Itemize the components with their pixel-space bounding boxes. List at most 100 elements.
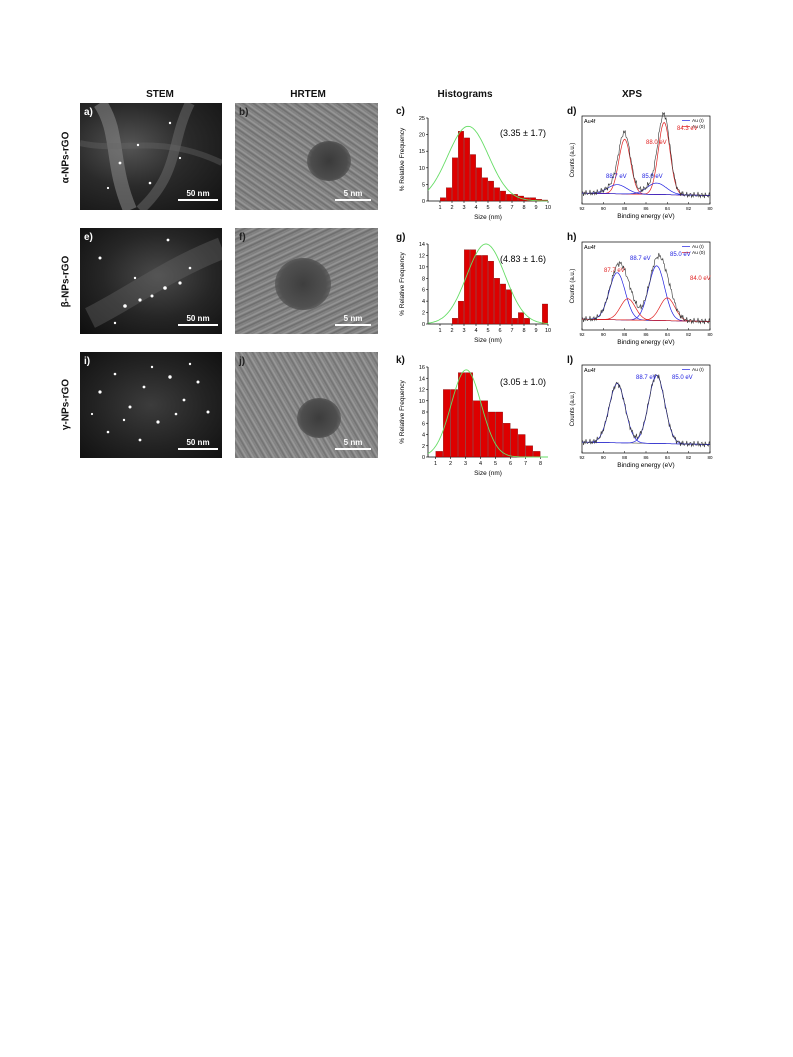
x-tick-label: 2 [450, 328, 453, 334]
y-axis-label: % Relative Frequency [399, 251, 406, 315]
spectrum-title: Au4f [584, 119, 596, 125]
y-tick-label: 16 [419, 365, 425, 371]
stem-image-e: e) 50 nm [80, 228, 222, 334]
histogram-bar [503, 423, 511, 458]
x-tick-label: 90 [601, 332, 607, 337]
y-tick-label: 0 [422, 322, 425, 328]
y-tick-label: 25 [419, 116, 425, 122]
x-tick-label: 2 [449, 461, 452, 467]
x-tick-label: 84 [665, 206, 671, 211]
peak-annotation: 84.0 eV [690, 276, 711, 282]
histogram-bar [446, 187, 452, 202]
x-tick-label: 8 [539, 461, 542, 467]
x-tick-label: 2 [450, 205, 453, 211]
histogram-bar [458, 372, 466, 458]
histogram-bar [452, 157, 458, 202]
x-tick-label: 5 [494, 461, 497, 467]
histogram-bar [464, 137, 470, 202]
x-tick-label: 3 [464, 461, 467, 467]
histogram-bar [473, 400, 481, 458]
histogram-c: 0 5 10 15 20 25 1 2 3 4 5 6 7 8 9 10 Size (nm) % Relative… [399, 116, 551, 221]
scale-label: 5 nm [343, 314, 363, 323]
y-tick-label: 12 [419, 253, 425, 259]
y-tick-label: 14 [419, 242, 425, 248]
x-tick-label: 4 [474, 328, 477, 334]
histogram-bar [450, 389, 458, 458]
histogram-bar [476, 167, 482, 202]
histogram-bar [480, 400, 488, 458]
histogram-bar [512, 194, 518, 202]
x-tick-label: 8 [522, 328, 525, 334]
mean-size-annotation: (4.83 ± 1.6) [500, 254, 546, 264]
x-tick-label: 92 [579, 332, 585, 337]
peak-annotation: 84.3 eV [677, 126, 698, 132]
histogram-bar [510, 428, 518, 458]
y-axis-label: % Relative Frequency [399, 127, 406, 191]
x-tick-label: 5 [486, 205, 489, 211]
hrtem-image-f: f) 5 nm [235, 228, 378, 334]
x-tick-label: 80 [707, 206, 713, 211]
y-axis-label: Counts (a.u.) [570, 143, 576, 178]
row-label-beta: β-NPs-rGO [60, 255, 72, 308]
histogram-bar [495, 411, 503, 458]
y-tick-label: 2 [422, 444, 425, 450]
panel-letter-h: h) [567, 232, 577, 243]
histogram-bar [525, 445, 533, 458]
row-label-alpha: α-NPs-rGO [60, 131, 72, 184]
y-tick-label: 10 [419, 265, 425, 271]
stem-image-a: a) 50 nm [80, 103, 222, 210]
hrtem-image-j: j) 5 nm [235, 352, 378, 458]
histogram-bar [458, 300, 464, 325]
histogram-bar [524, 318, 530, 325]
x-tick-label: 82 [686, 206, 692, 211]
x-tick-label: 90 [601, 206, 607, 211]
scale-label: 50 nm [186, 189, 210, 198]
x-tick-label: 80 [707, 332, 713, 337]
spectrum-title: Au4f [584, 245, 596, 251]
x-tick-label: 82 [686, 332, 692, 337]
nanoparticle [275, 258, 331, 310]
y-tick-label: 8 [422, 276, 425, 282]
y-tick-label: 6 [422, 288, 425, 294]
panel-letter-l: l) [567, 355, 574, 366]
peak-annotation: 88.0 eV [646, 140, 667, 146]
histogram-bar [500, 283, 506, 325]
gaussian-fit-line [427, 125, 548, 202]
y-tick-label: 15 [419, 149, 425, 155]
x-tick-label: 6 [498, 205, 501, 211]
header-hrtem: HRTEM [290, 89, 326, 100]
x-tick-label: 92 [579, 455, 585, 460]
histogram-bar [465, 372, 473, 458]
x-tick-label: 1 [438, 205, 441, 211]
y-tick-label: 20 [419, 133, 425, 139]
xps-h: 92 90 88 86 84 82 80 Binding energy (eV) Counts … [570, 241, 713, 346]
y-tick-label: 12 [419, 388, 425, 394]
panel-letter-b: b) [239, 107, 249, 118]
gaussian-fit-line [427, 243, 549, 325]
nanoparticle [307, 141, 351, 181]
x-tick-label: 84 [665, 455, 671, 460]
header-stem: STEM [146, 89, 174, 100]
histogram-bar [464, 249, 470, 325]
component-peak-line [582, 138, 710, 196]
histogram-bar [488, 260, 494, 325]
peak-annotation: 88.7 eV [606, 174, 627, 180]
histogram-bar [530, 197, 536, 202]
panel-letter-d: d) [567, 106, 577, 117]
y-tick-label: 2 [422, 311, 425, 317]
x-axis-label: Size (nm) [474, 214, 502, 221]
histogram-bar [458, 131, 464, 202]
histogram-bar [470, 249, 476, 325]
scale-bar-j: 5 nm [335, 438, 371, 450]
x-tick-label: 10 [545, 328, 551, 334]
scale-label: 50 nm [186, 314, 210, 323]
header-histograms: Histograms [437, 89, 493, 100]
histogram-bar [452, 318, 458, 325]
x-tick-label: 1 [438, 328, 441, 334]
y-tick-label: 6 [422, 421, 425, 427]
gaussian-fit-line [427, 369, 548, 458]
histogram-bar [470, 154, 476, 202]
y-tick-label: 10 [419, 166, 425, 172]
x-tick-label: 88 [622, 206, 628, 211]
